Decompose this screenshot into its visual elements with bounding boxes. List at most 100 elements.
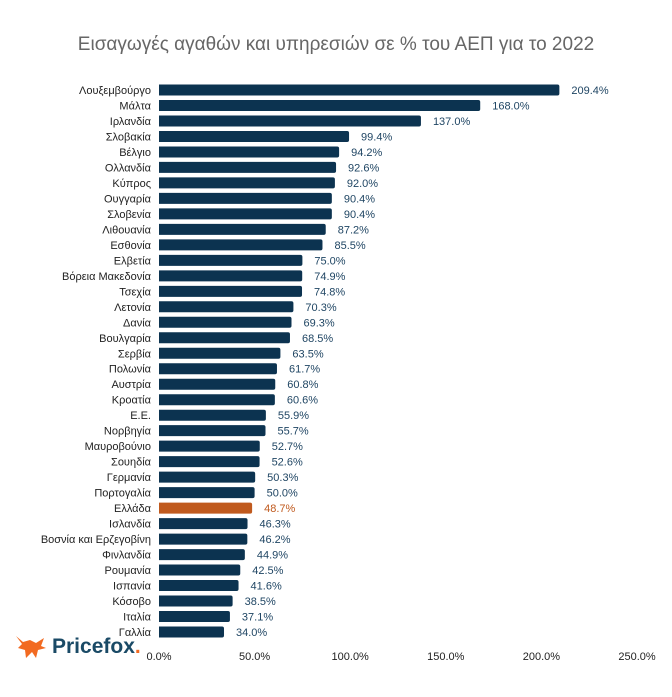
data-label: 74.8% [314,286,345,298]
data-label: 92.6% [348,162,379,174]
data-label: 46.2% [259,534,290,546]
chart-title: Εισαγωγές αγαθών και υπηρεσιών σε % του … [77,34,595,55]
data-label: 137.0% [433,116,471,128]
bar [159,332,290,344]
data-label: 68.5% [302,333,333,345]
bar [159,99,481,111]
data-label: 75.0% [314,255,345,267]
category-label: Τσεχία [119,286,151,298]
bar [159,394,275,406]
category-label: Ισπανία [113,581,152,593]
x-tick-label: 250.0% [618,651,656,663]
category-label: Σουηδία [111,457,152,469]
bar [159,316,292,328]
data-label: 38.5% [245,596,276,608]
category-label: Εσθονία [110,240,151,252]
category-label: Ελβετία [114,255,152,267]
pricefox-logo: Pricefox. [14,634,141,660]
data-label: 46.3% [260,519,291,531]
data-label: 69.3% [304,317,335,329]
bar [159,611,230,623]
category-label: Λιθουανία [102,224,151,236]
category-label: Κροατία [112,395,152,407]
data-label: 85.5% [334,240,365,252]
data-label: 90.4% [344,209,375,221]
bar [159,409,266,421]
data-label: 92.0% [347,178,378,190]
data-label: 41.6% [251,581,282,593]
bar [159,130,350,142]
category-label: Φινλανδία [102,550,151,562]
category-label: Δανία [123,317,152,329]
data-label: 55.7% [277,426,308,438]
category-label: Ελλάδα [114,503,152,515]
category-label: Αυστρία [111,379,151,391]
category-label: Ολλανδία [105,162,152,174]
category-label: Βουλγαρία [99,333,152,345]
data-label: 34.0% [236,627,267,639]
bar [159,549,245,561]
data-label: 74.9% [314,271,345,283]
category-label: Νορβηγία [104,426,152,438]
data-label: 209.4% [571,85,609,97]
bar [159,270,303,282]
fox-icon [16,636,46,658]
bar [159,84,560,96]
bar [159,254,303,266]
data-label: 63.5% [292,348,323,360]
bar [159,456,260,468]
category-label: Σλοβενία [107,209,151,221]
category-label: Σλοβακία [106,131,152,143]
data-label: 94.2% [351,147,382,159]
category-label: Γερμανία [107,472,152,484]
category-label: Ιρλανδία [110,116,152,128]
bar [159,285,303,297]
bar [159,115,421,127]
bar [159,580,239,592]
category-label: Ισλανδία [109,519,152,531]
category-label: Ουγγαρία [104,193,152,205]
data-label: 99.4% [361,131,392,143]
x-tick-label: 200.0% [523,651,561,663]
bar [159,518,248,530]
bar [159,487,255,499]
category-label: Πολωνία [109,364,152,376]
bar [159,161,337,173]
data-label: 52.7% [272,441,303,453]
bar [159,301,294,313]
data-label: 37.1% [242,612,273,624]
bar [159,363,277,375]
data-label: 168.0% [492,100,530,112]
bar [159,177,335,189]
category-label: Κύπρος [112,178,151,190]
data-label: 90.4% [344,193,375,205]
bar [159,440,260,452]
bar [159,471,256,483]
category-label: Ιταλία [123,612,152,624]
bar [159,208,332,220]
category-label: Βέλγιο [119,147,151,159]
data-label: 42.5% [252,565,283,577]
logo-dot: . [134,635,141,658]
bar [159,626,225,638]
category-label: Κόσοβο [112,596,151,608]
x-tick-label: 50.0% [239,651,270,663]
data-label: 44.9% [257,550,288,562]
logo-text: Pricefox [52,635,135,658]
data-label: 70.3% [305,302,336,314]
category-label: Γαλλία [119,627,152,639]
bar [159,347,281,359]
x-tick-label: 0.0% [146,651,171,663]
category-label: Ε.Ε. [130,410,151,422]
category-label: Σερβία [118,348,152,360]
category-label: Πορτογαλία [94,488,151,500]
data-label: 61.7% [289,364,320,376]
bar [159,595,233,607]
bar [159,223,326,235]
data-label: 60.8% [287,379,318,391]
data-label: 50.3% [267,472,298,484]
data-label: 50.0% [267,488,298,500]
category-label: Βόρεια Μακεδονία [62,271,152,283]
